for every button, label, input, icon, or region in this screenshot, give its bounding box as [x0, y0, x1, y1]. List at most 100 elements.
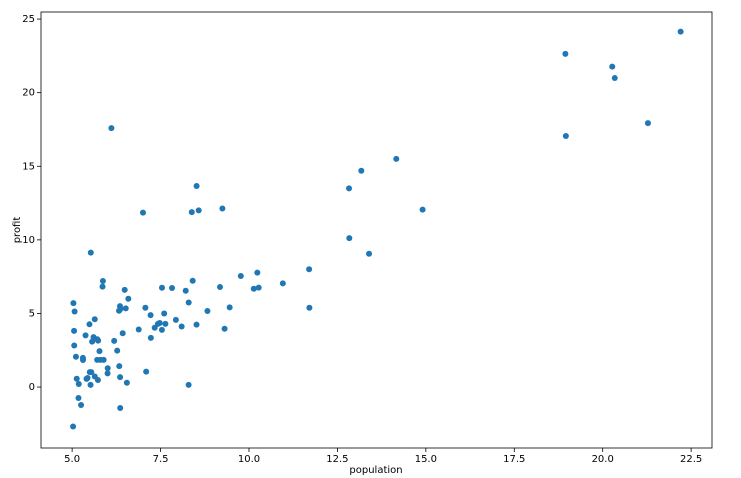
- x-axis-label: population: [349, 465, 402, 476]
- point: [237, 273, 244, 280]
- point: [117, 404, 124, 411]
- point: [99, 283, 106, 290]
- point: [254, 269, 261, 276]
- point: [91, 316, 98, 323]
- y-tick-label: 20: [22, 88, 35, 99]
- point: [116, 303, 123, 310]
- point: [151, 324, 158, 331]
- point: [122, 305, 129, 312]
- y-tick-label: 0: [29, 382, 35, 393]
- point: [393, 155, 400, 162]
- point: [86, 321, 93, 328]
- point: [219, 205, 226, 212]
- point: [135, 326, 142, 333]
- y-tick-label: 10: [22, 235, 35, 246]
- point: [86, 369, 93, 376]
- point: [419, 206, 426, 213]
- point: [255, 284, 262, 291]
- point: [82, 332, 89, 339]
- point: [306, 304, 313, 311]
- plot-frame: [40, 11, 713, 449]
- point: [111, 337, 118, 344]
- point: [358, 167, 365, 174]
- point: [73, 375, 80, 382]
- point: [185, 299, 192, 306]
- point: [90, 334, 97, 341]
- point: [250, 285, 257, 292]
- point: [188, 209, 195, 216]
- point: [221, 325, 228, 332]
- point: [104, 370, 111, 377]
- point: [71, 342, 78, 349]
- y-axis-label: profit: [12, 217, 23, 244]
- x-tick-label: 12.5: [326, 454, 348, 465]
- point: [116, 307, 123, 314]
- point: [104, 365, 111, 372]
- point: [78, 402, 85, 409]
- point: [189, 277, 196, 284]
- point: [71, 327, 78, 334]
- point: [161, 310, 168, 317]
- point: [346, 235, 353, 242]
- point: [279, 280, 286, 287]
- point: [158, 284, 165, 291]
- point: [147, 334, 154, 341]
- point: [193, 321, 200, 328]
- point: [125, 295, 132, 302]
- point: [119, 330, 126, 337]
- point: [87, 249, 94, 256]
- point: [72, 353, 79, 360]
- point: [644, 120, 651, 127]
- y-tick-label: 5: [29, 308, 35, 319]
- x-tick-label: 5.0: [64, 454, 80, 465]
- point: [142, 304, 149, 311]
- point: [226, 304, 233, 311]
- point: [158, 326, 165, 333]
- x-tick-label: 7.5: [153, 454, 169, 465]
- y-tick-label: 15: [22, 161, 35, 172]
- x-tick-label: 10.0: [238, 454, 260, 465]
- point: [169, 284, 176, 291]
- point: [346, 185, 353, 192]
- point: [306, 266, 313, 273]
- point: [147, 312, 154, 319]
- x-tick-label: 15.0: [415, 454, 437, 465]
- point: [94, 377, 101, 384]
- point: [193, 182, 200, 189]
- point: [204, 307, 211, 314]
- point: [677, 28, 684, 35]
- point: [108, 125, 115, 132]
- point: [172, 316, 179, 323]
- point: [609, 63, 616, 70]
- point: [195, 207, 202, 214]
- point: [123, 379, 130, 386]
- point: [71, 308, 78, 315]
- x-tick-label: 20.0: [592, 454, 614, 465]
- x-tick-label: 17.5: [503, 454, 525, 465]
- point: [114, 347, 121, 354]
- y-tick-label: 25: [22, 14, 35, 25]
- point: [84, 374, 91, 381]
- point: [75, 381, 82, 388]
- point: [562, 133, 569, 140]
- point: [139, 209, 146, 216]
- point: [117, 374, 124, 381]
- point: [611, 75, 618, 82]
- point: [79, 354, 86, 361]
- point: [143, 368, 150, 375]
- point: [70, 423, 77, 430]
- point: [96, 348, 103, 355]
- point: [562, 50, 569, 57]
- x-tick-label: 22.5: [680, 454, 702, 465]
- point: [182, 287, 189, 294]
- point: [178, 323, 185, 330]
- point: [185, 381, 192, 388]
- point: [216, 283, 223, 290]
- point: [89, 338, 96, 345]
- point: [94, 356, 101, 363]
- point: [121, 286, 128, 293]
- point: [366, 250, 373, 257]
- point: [70, 300, 77, 307]
